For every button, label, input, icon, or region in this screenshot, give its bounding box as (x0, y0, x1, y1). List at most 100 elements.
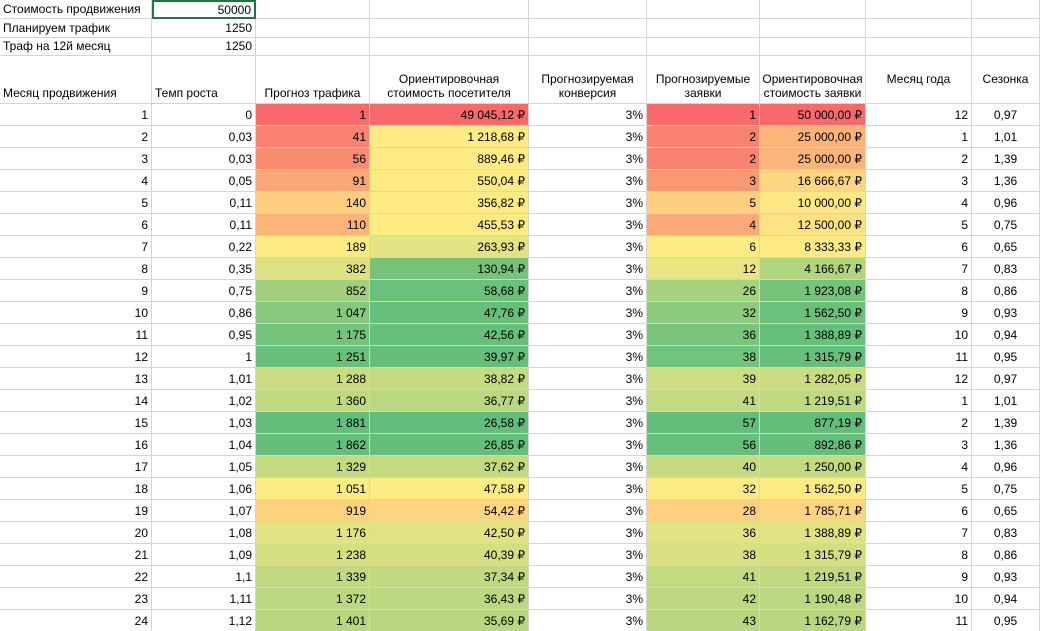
data-cell[interactable]: 7 (0, 236, 152, 258)
empty-cell[interactable] (370, 37, 529, 56)
data-cell[interactable]: 22 (0, 566, 152, 588)
data-cell[interactable]: 3% (529, 126, 647, 148)
data-cell[interactable]: 1,39 (972, 148, 1040, 170)
data-cell[interactable]: 36,43 ₽ (370, 588, 529, 610)
data-cell[interactable]: 57 (647, 412, 760, 434)
data-cell[interactable]: 0,86 (972, 544, 1040, 566)
data-cell[interactable]: 1 (647, 104, 760, 126)
data-cell[interactable]: 0,93 (972, 566, 1040, 588)
data-cell[interactable]: 3% (529, 522, 647, 544)
data-cell[interactable]: 0,93 (972, 302, 1040, 324)
data-cell[interactable]: 1 176 (256, 522, 370, 544)
data-cell[interactable]: 6 (0, 214, 152, 236)
data-cell[interactable]: 852 (256, 280, 370, 302)
data-cell[interactable]: 41 (256, 126, 370, 148)
data-cell[interactable]: 919 (256, 500, 370, 522)
data-cell[interactable]: 3% (529, 500, 647, 522)
data-cell[interactable]: 1,39 (972, 412, 1040, 434)
data-cell[interactable]: 1 562,50 ₽ (760, 478, 866, 500)
data-cell[interactable]: 2 (0, 126, 152, 148)
data-cell[interactable]: 10 (866, 588, 972, 610)
data-cell[interactable]: 0,11 (152, 192, 256, 214)
data-cell[interactable]: 23 (0, 588, 152, 610)
data-cell[interactable]: 16 666,67 ₽ (760, 170, 866, 192)
data-cell[interactable]: 40 (647, 456, 760, 478)
data-cell[interactable]: 3% (529, 588, 647, 610)
data-cell[interactable]: 16 (0, 434, 152, 456)
data-cell[interactable]: 1 (256, 104, 370, 126)
data-cell[interactable]: 39 (647, 368, 760, 390)
data-cell[interactable]: 7 (866, 258, 972, 280)
data-cell[interactable]: 0,95 (972, 610, 1040, 631)
empty-cell[interactable] (972, 19, 1040, 38)
empty-cell[interactable] (760, 19, 866, 38)
data-cell[interactable]: 1 360 (256, 390, 370, 412)
data-cell[interactable]: 56 (256, 148, 370, 170)
data-cell[interactable]: 1 388,89 ₽ (760, 324, 866, 346)
param-value[interactable]: 1250 (152, 37, 256, 56)
data-cell[interactable]: 41 (647, 566, 760, 588)
param-value[interactable]: 1250 (152, 19, 256, 38)
data-cell[interactable]: 1 251 (256, 346, 370, 368)
data-cell[interactable]: 41 (647, 390, 760, 412)
data-cell[interactable]: 1 862 (256, 434, 370, 456)
data-cell[interactable]: 877,19 ₽ (760, 412, 866, 434)
data-cell[interactable]: 3% (529, 302, 647, 324)
data-cell[interactable]: 1 219,51 ₽ (760, 390, 866, 412)
data-cell[interactable]: 3% (529, 368, 647, 390)
data-cell[interactable]: 0,22 (152, 236, 256, 258)
data-cell[interactable]: 0,05 (152, 170, 256, 192)
empty-cell[interactable] (760, 0, 866, 19)
data-cell[interactable]: 24 (0, 610, 152, 631)
data-cell[interactable]: 11 (866, 346, 972, 368)
data-cell[interactable]: 1,02 (152, 390, 256, 412)
data-cell[interactable]: 1 282,05 ₽ (760, 368, 866, 390)
data-cell[interactable]: 12 (0, 346, 152, 368)
data-cell[interactable]: 4 (647, 214, 760, 236)
data-cell[interactable]: 3% (529, 434, 647, 456)
param-value[interactable]: 50000 (152, 0, 256, 19)
data-cell[interactable]: 550,04 ₽ (370, 170, 529, 192)
data-cell[interactable]: 1,12 (152, 610, 256, 631)
empty-cell[interactable] (866, 19, 972, 38)
data-cell[interactable]: 3% (529, 456, 647, 478)
data-cell[interactable]: 4 (866, 456, 972, 478)
data-cell[interactable]: 889,46 ₽ (370, 148, 529, 170)
empty-cell[interactable] (370, 19, 529, 38)
empty-cell[interactable] (647, 0, 760, 19)
data-cell[interactable]: 0,96 (972, 456, 1040, 478)
column-header[interactable]: Месяц года (866, 55, 972, 104)
column-header[interactable]: Ориентировочная стоимость заявки (760, 55, 866, 104)
data-cell[interactable]: 892,86 ₽ (760, 434, 866, 456)
data-cell[interactable]: 3% (529, 170, 647, 192)
data-cell[interactable]: 1,09 (152, 544, 256, 566)
empty-cell[interactable] (529, 37, 647, 56)
data-cell[interactable]: 3% (529, 214, 647, 236)
data-cell[interactable]: 5 (866, 214, 972, 236)
data-cell[interactable]: 42,50 ₽ (370, 522, 529, 544)
data-cell[interactable]: 1 372 (256, 588, 370, 610)
data-cell[interactable]: 12 (866, 368, 972, 390)
data-cell[interactable]: 0,65 (972, 236, 1040, 258)
data-cell[interactable]: 40,39 ₽ (370, 544, 529, 566)
data-cell[interactable]: 0,03 (152, 126, 256, 148)
column-header[interactable]: Месяц продвижения (0, 55, 152, 104)
data-cell[interactable]: 3% (529, 346, 647, 368)
empty-cell[interactable] (972, 37, 1040, 56)
data-cell[interactable]: 8 (866, 280, 972, 302)
param-label[interactable]: Планируем трафик (0, 19, 152, 38)
data-cell[interactable]: 21 (0, 544, 152, 566)
column-header[interactable]: Прогноз трафика (256, 55, 370, 104)
data-cell[interactable]: 0,65 (972, 500, 1040, 522)
data-cell[interactable]: 36 (647, 324, 760, 346)
column-header[interactable]: Ориентировочная стоимость посетителя (370, 55, 529, 104)
data-cell[interactable]: 130,94 ₽ (370, 258, 529, 280)
data-cell[interactable]: 0,86 (152, 302, 256, 324)
data-cell[interactable]: 10 000,00 ₽ (760, 192, 866, 214)
data-cell[interactable]: 6 (647, 236, 760, 258)
data-cell[interactable]: 3% (529, 148, 647, 170)
data-cell[interactable]: 14 (0, 390, 152, 412)
data-cell[interactable]: 10 (866, 324, 972, 346)
data-cell[interactable]: 56 (647, 434, 760, 456)
data-cell[interactable]: 2 (647, 126, 760, 148)
